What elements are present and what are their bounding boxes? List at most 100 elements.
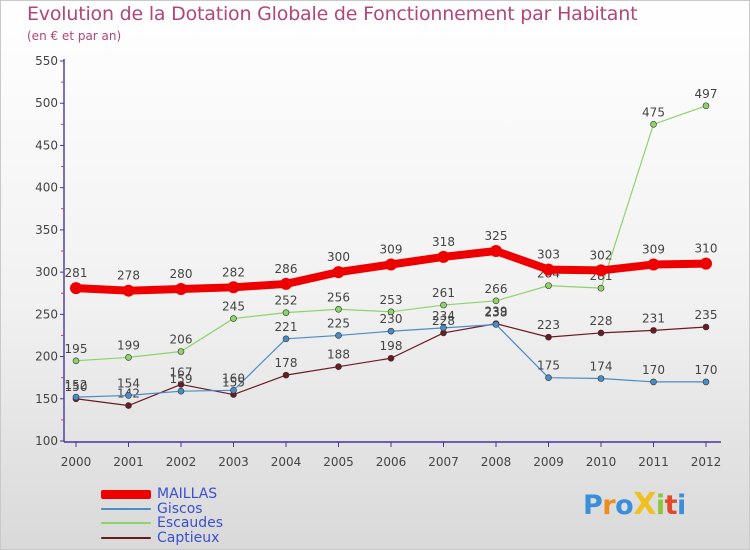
data-label-captieux: 235 bbox=[695, 308, 718, 322]
data-label-captieux: 239 bbox=[485, 305, 508, 319]
data-label-giscos: 221 bbox=[275, 320, 298, 334]
data-label-giscos: 159 bbox=[170, 372, 193, 386]
data-label-escaudes: 266 bbox=[485, 282, 508, 296]
data-point-escaudes bbox=[545, 282, 552, 289]
data-label-escaudes: 195 bbox=[65, 342, 88, 356]
y-tick-label: 100 bbox=[35, 434, 58, 448]
data-label-escaudes: 256 bbox=[327, 290, 350, 304]
legend-item-giscos: Giscos bbox=[101, 502, 223, 517]
x-tick-label: 2006 bbox=[376, 455, 407, 469]
data-label-maillas: 286 bbox=[275, 262, 298, 276]
legend-item-captieux: Captieux bbox=[101, 531, 223, 546]
legend-label: Captieux bbox=[157, 529, 220, 546]
data-label-giscos: 170 bbox=[642, 363, 665, 377]
data-point-giscos bbox=[335, 332, 342, 339]
data-label-captieux: 223 bbox=[537, 318, 560, 332]
data-point-captieux bbox=[650, 327, 657, 334]
legend-item-maillas: MAILLAS bbox=[101, 487, 223, 502]
data-label-escaudes: 497 bbox=[695, 87, 718, 101]
data-label-maillas: 309 bbox=[380, 243, 403, 257]
data-point-escaudes bbox=[177, 348, 185, 355]
data-label-giscos: 174 bbox=[590, 360, 613, 374]
x-tick-label: 2000 bbox=[61, 455, 92, 469]
data-point-giscos bbox=[282, 335, 290, 343]
data-point-escaudes bbox=[440, 301, 447, 309]
logo-letter: P bbox=[583, 490, 603, 521]
y-tick-label: 450 bbox=[35, 138, 58, 152]
data-point-captieux bbox=[387, 354, 395, 362]
data-point-maillas bbox=[175, 283, 187, 295]
legend-swatch bbox=[101, 536, 151, 539]
data-point-giscos bbox=[230, 387, 237, 394]
data-label-captieux: 231 bbox=[642, 311, 665, 325]
data-point-captieux bbox=[335, 363, 342, 370]
legend-label: Escaudes bbox=[157, 515, 224, 532]
data-point-maillas bbox=[437, 250, 450, 263]
data-label-captieux: 155 bbox=[222, 376, 245, 390]
x-tick-label: 2005 bbox=[323, 455, 354, 469]
data-point-giscos bbox=[387, 327, 395, 335]
data-label-escaudes: 253 bbox=[380, 293, 403, 307]
data-point-giscos bbox=[177, 387, 185, 395]
data-label-captieux: 228 bbox=[432, 314, 455, 328]
legend-swatch bbox=[101, 522, 151, 525]
x-tick-label: 2008 bbox=[481, 455, 512, 469]
data-label-escaudes: 245 bbox=[222, 300, 245, 314]
data-point-escaudes bbox=[702, 102, 710, 110]
x-tick-label: 2003 bbox=[218, 455, 249, 469]
x-tick-label: 2001 bbox=[113, 455, 144, 469]
data-point-escaudes bbox=[282, 309, 290, 316]
y-tick-label: 200 bbox=[35, 350, 58, 364]
data-point-giscos bbox=[440, 324, 447, 332]
data-point-maillas bbox=[647, 258, 660, 271]
logo-letter: t bbox=[664, 490, 678, 521]
data-point-captieux bbox=[597, 329, 605, 337]
data-label-escaudes: 206 bbox=[170, 332, 193, 346]
data-label-captieux: 228 bbox=[590, 314, 613, 328]
data-label-maillas: 310 bbox=[695, 242, 718, 256]
data-point-captieux bbox=[177, 381, 185, 388]
data-label-captieux: 167 bbox=[170, 365, 193, 379]
data-point-giscos bbox=[650, 378, 657, 386]
data-label-maillas: 282 bbox=[222, 265, 245, 279]
data-label-giscos: 175 bbox=[537, 359, 560, 373]
data-label-maillas: 325 bbox=[485, 229, 508, 243]
data-point-maillas bbox=[227, 281, 240, 294]
data-point-escaudes bbox=[230, 315, 237, 322]
data-label-giscos: 154 bbox=[117, 376, 140, 390]
data-label-giscos: 234 bbox=[432, 309, 455, 323]
x-tick-label: 2012 bbox=[691, 455, 722, 469]
chart-subtitle: (en € et par an) bbox=[27, 29, 122, 43]
data-label-giscos: 170 bbox=[695, 363, 718, 377]
data-label-maillas: 280 bbox=[170, 267, 193, 281]
data-label-maillas: 300 bbox=[327, 250, 350, 264]
data-label-maillas: 309 bbox=[642, 243, 665, 257]
x-tick-label: 2007 bbox=[428, 455, 459, 469]
data-point-giscos bbox=[72, 393, 80, 401]
logo-letter: i bbox=[677, 490, 686, 521]
data-point-giscos bbox=[702, 378, 710, 386]
data-label-giscos: 225 bbox=[327, 316, 350, 330]
data-label-captieux: 188 bbox=[327, 348, 350, 362]
y-tick-label: 300 bbox=[35, 265, 58, 279]
data-point-maillas bbox=[490, 245, 502, 257]
data-label-maillas: 318 bbox=[432, 235, 455, 249]
data-point-escaudes bbox=[492, 297, 500, 305]
data-point-maillas bbox=[385, 258, 397, 271]
data-point-captieux bbox=[282, 371, 290, 379]
chart-title: Evolution de la Dotation Globale de Fonc… bbox=[27, 3, 638, 25]
y-tick-label: 250 bbox=[35, 307, 58, 321]
data-label-maillas: 302 bbox=[590, 248, 613, 262]
data-point-giscos bbox=[597, 375, 605, 382]
data-point-escaudes bbox=[72, 357, 80, 365]
x-tick-label: 2004 bbox=[271, 455, 302, 469]
data-point-captieux bbox=[702, 323, 710, 331]
data-point-captieux bbox=[125, 402, 132, 409]
y-tick-label: 350 bbox=[35, 223, 58, 237]
data-point-maillas bbox=[542, 263, 555, 276]
logo-letter: r bbox=[602, 490, 616, 521]
data-label-maillas: 303 bbox=[537, 248, 560, 262]
data-point-giscos bbox=[125, 392, 132, 399]
data-point-escaudes bbox=[125, 354, 132, 361]
